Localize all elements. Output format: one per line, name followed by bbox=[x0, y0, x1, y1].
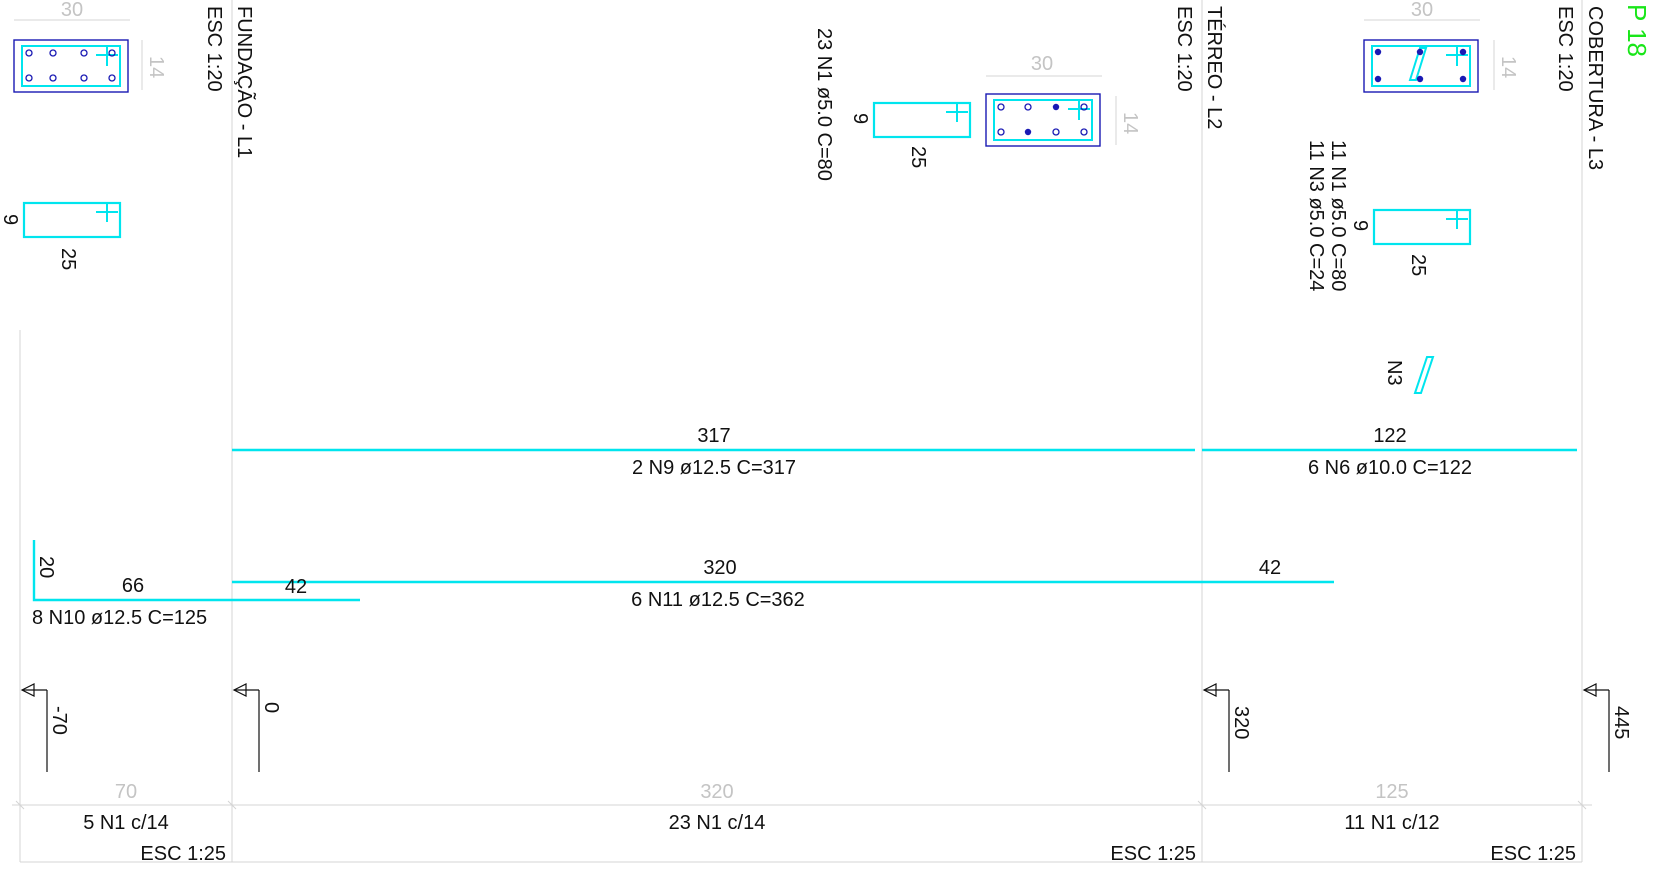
cross-section-3: 30 14 bbox=[1364, 0, 1519, 92]
span-scale-2: ESC 1:25 bbox=[1110, 843, 1196, 865]
elevation-marker-footing bbox=[22, 684, 47, 772]
section-width-label: 30 bbox=[61, 0, 83, 21]
bar-n10-spec: 8 N10 ø12.5 C=125 bbox=[32, 607, 207, 629]
stirrup-b-label: 25 bbox=[57, 248, 79, 270]
stirrup-a-label: 9 bbox=[849, 113, 871, 124]
bar-n6-spec: 6 N6 ø10.0 C=122 bbox=[1308, 457, 1472, 479]
bar-n9-spec: 2 N9 ø12.5 C=317 bbox=[632, 457, 796, 479]
bar-n11-hook-left: 42 bbox=[285, 576, 307, 598]
stirrup-shape-2: 9 25 bbox=[849, 103, 970, 168]
section-depth-label: 14 bbox=[1119, 112, 1141, 134]
span-length-2: 320 bbox=[700, 781, 733, 803]
elevation-marker-l3 bbox=[1584, 684, 1609, 772]
elevation-value-l3: 445 bbox=[1610, 706, 1632, 739]
section-depth-label: 14 bbox=[145, 56, 167, 78]
elevation-marker-l2 bbox=[1204, 684, 1229, 772]
level-name-l1: FUNDAÇÃO - L1 bbox=[233, 6, 257, 158]
stirrup-a-label: 9 bbox=[1349, 220, 1371, 231]
cross-section-1: 30 14 bbox=[14, 0, 167, 92]
bar-n9-length: 317 bbox=[697, 425, 730, 447]
bar-n11-hook-right: 42 bbox=[1259, 557, 1281, 579]
level-scale-l2: ESC 1:20 bbox=[1173, 6, 1195, 92]
bar-n10-vertical: 20 bbox=[35, 556, 57, 578]
section-width-label: 30 bbox=[1031, 53, 1053, 75]
elevation-value-l1: 0 bbox=[260, 702, 282, 713]
drawing-title: P 18 bbox=[1622, 4, 1652, 57]
n3-hook-shape: N3 bbox=[1383, 357, 1433, 393]
level-scale-l1: ESC 1:20 bbox=[203, 6, 225, 92]
stirrup-spec-right-1: 11 N1 ø5.0 C=80 bbox=[1327, 140, 1349, 291]
section-width-label: 30 bbox=[1411, 0, 1433, 21]
stirrup-spec-mid: 23 N1 ø5.0 C=80 bbox=[813, 28, 835, 181]
span-stirrups-2: 23 N1 c/14 bbox=[669, 812, 766, 834]
span-stirrups-1: 5 N1 c/14 bbox=[83, 812, 169, 834]
hook-label: N3 bbox=[1383, 360, 1405, 386]
level-name-l3: COBERTURA - L3 bbox=[1584, 6, 1606, 170]
elevation-value-footing: -70 bbox=[48, 706, 70, 735]
section-depth-label: 14 bbox=[1497, 56, 1519, 78]
stirrup-spec-right-2: 11 N3 ø5.0 C=24 bbox=[1305, 140, 1327, 291]
elevation-value-l2: 320 bbox=[1230, 706, 1252, 739]
stirrup-shape-3: 9 25 bbox=[1349, 210, 1470, 276]
stirrup-a-label: 9 bbox=[0, 214, 21, 225]
span-length-1: 70 bbox=[115, 781, 137, 803]
bar-n11-length: 320 bbox=[703, 557, 736, 579]
span-stirrups-3: 11 N1 c/12 bbox=[1344, 812, 1439, 834]
span-scale-3: ESC 1:25 bbox=[1490, 843, 1576, 865]
level-scale-l3: ESC 1:20 bbox=[1554, 6, 1576, 92]
elevation-marker-l1 bbox=[234, 684, 259, 772]
bar-n10 bbox=[34, 540, 360, 600]
span-scale-1: ESC 1:25 bbox=[140, 843, 226, 865]
bar-n6-length: 122 bbox=[1373, 425, 1406, 447]
stirrup-b-label: 25 bbox=[907, 146, 929, 168]
span-length-3: 125 bbox=[1375, 781, 1408, 803]
bar-n11-spec: 6 N11 ø12.5 C=362 bbox=[631, 589, 805, 611]
stirrup-shape-1: 9 25 bbox=[0, 203, 120, 270]
cross-section-2: 30 14 bbox=[986, 53, 1141, 146]
level-name-l2: TÉRREO - L2 bbox=[1203, 6, 1226, 129]
stirrup-b-label: 25 bbox=[1407, 254, 1429, 276]
bar-n10-horizontal: 66 bbox=[122, 575, 144, 597]
